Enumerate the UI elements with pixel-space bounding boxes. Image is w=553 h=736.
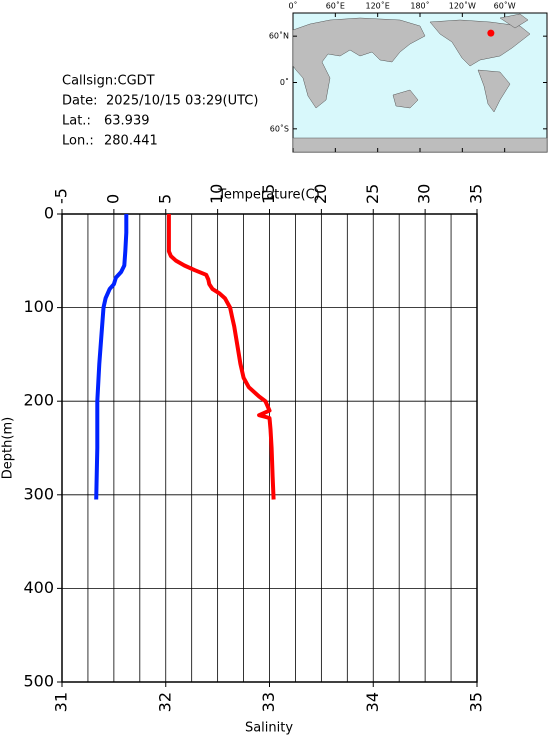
bottom-tick-label: 35 bbox=[467, 692, 486, 712]
y-tick-label: 500 bbox=[23, 672, 54, 691]
station-marker bbox=[487, 29, 495, 37]
land bbox=[292, 13, 548, 153]
y-axis-title: Depth(m) bbox=[1, 417, 16, 479]
profile-line bbox=[166, 214, 276, 500]
top-tick-label: 15 bbox=[259, 184, 278, 204]
lat-label: Lat.: bbox=[62, 114, 91, 129]
y-tick-label: 100 bbox=[23, 297, 54, 316]
y-tick-label: 300 bbox=[23, 484, 54, 503]
map-lon-label: 60˚E bbox=[326, 1, 345, 11]
bottom-tick-label: 34 bbox=[363, 692, 382, 712]
info-block: Callsign:CGDT Date: 2025/10/15 03:29(UTC… bbox=[62, 74, 258, 149]
top-axis-title: Temperature(C) bbox=[217, 188, 320, 203]
callsign: Callsign:CGDT bbox=[62, 74, 155, 89]
profile-line bbox=[94, 214, 129, 500]
top-tick-label: 0 bbox=[103, 194, 122, 204]
date-label: Date: bbox=[62, 94, 97, 109]
date: 2025/10/15 03:29(UTC) bbox=[106, 94, 258, 109]
top-tick-label: 5 bbox=[155, 194, 174, 204]
map-lon-label: 180˚ bbox=[410, 1, 429, 11]
bottom-tick-label: 31 bbox=[52, 692, 71, 712]
top-tick-label: 25 bbox=[363, 184, 382, 204]
bottom-tick-label: 32 bbox=[155, 692, 174, 712]
top-tick-label: -5 bbox=[52, 188, 71, 204]
top-tick-label: 20 bbox=[311, 184, 330, 204]
map-lat-label: 60˚N bbox=[269, 31, 289, 41]
map: 0˚ 60˚E 120˚E 180˚ 120˚W 60˚W 60˚N 0˚ 60˚S bbox=[269, 1, 548, 153]
map-lon-label: 60˚W bbox=[494, 1, 516, 11]
top-tick-label: 35 bbox=[467, 184, 486, 204]
y-tick-label: 0 bbox=[44, 204, 54, 223]
y-tick-label: 200 bbox=[23, 391, 54, 410]
top-tick-label: 10 bbox=[207, 184, 226, 204]
bottom-axis-title: Salinity bbox=[245, 721, 293, 736]
map-lat-label: 0˚ bbox=[280, 77, 289, 87]
lon: 280.441 bbox=[104, 134, 158, 149]
map-lon-label: 120˚W bbox=[449, 1, 476, 11]
map-lat-label: 60˚S bbox=[270, 123, 289, 133]
y-tick-label: 400 bbox=[23, 578, 54, 597]
top-tick-label: 30 bbox=[415, 184, 434, 204]
lat: 63.939 bbox=[104, 114, 150, 129]
map-lon-label: 0˚ bbox=[288, 1, 297, 11]
map-lon-label: 120˚E bbox=[366, 1, 390, 11]
bottom-tick-label: 33 bbox=[259, 692, 278, 712]
lon-label: Lon.: bbox=[62, 134, 94, 149]
